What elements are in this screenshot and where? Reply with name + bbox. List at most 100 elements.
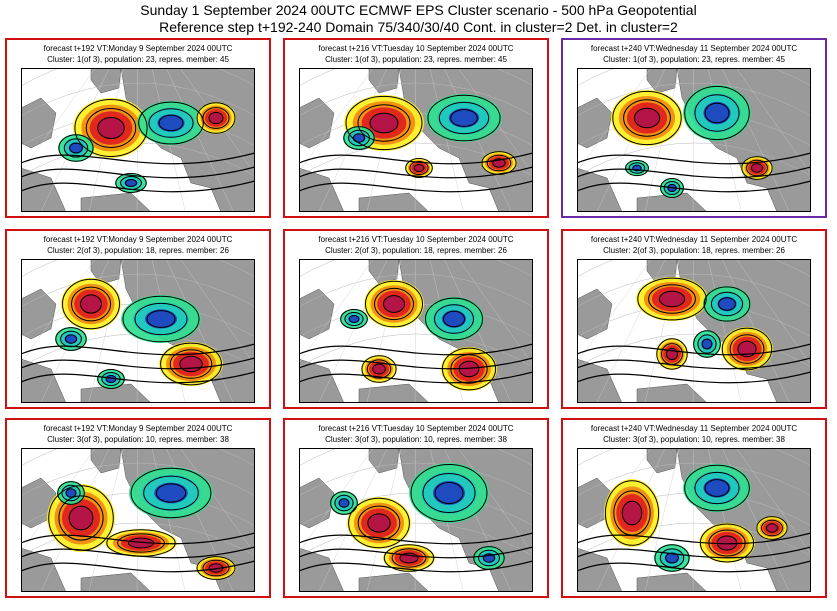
- geopotential-contour: [85, 108, 137, 148]
- panel-cluster-subtitle: Cluster: 2(of 3), population: 18, repres…: [325, 246, 507, 255]
- map-graphic: [21, 448, 255, 592]
- geopotential-contour: [179, 355, 203, 373]
- negative-anomaly: [124, 179, 138, 187]
- land-mass: [358, 572, 430, 592]
- panel-forecast-title: forecast t+192 VT:Monday 9 September 202…: [43, 424, 233, 433]
- geopotential-contour: [299, 152, 533, 165]
- negative-anomaly: [442, 310, 466, 328]
- geopotential-contour: [208, 111, 224, 125]
- geopotential-map: [21, 448, 255, 592]
- cluster-panel-r1c1[interactable]: forecast t+192 VT:Monday 9 September 202…: [5, 38, 271, 218]
- cluster-panel-r2c1[interactable]: forecast t+192 VT:Monday 9 September 202…: [5, 229, 271, 409]
- land-mass: [358, 192, 430, 212]
- geopotential-contour: [718, 297, 736, 311]
- geopotential-contour: [492, 158, 506, 168]
- panel-cluster-subtitle: Cluster: 3(of 3), population: 10, repres…: [47, 435, 229, 444]
- geopotential-contour: [756, 516, 788, 540]
- land-mass: [299, 358, 345, 403]
- map-graphic: [577, 259, 811, 403]
- positive-anomaly: [766, 523, 778, 533]
- geopotential-contour: [737, 340, 757, 358]
- land-mass: [80, 192, 152, 212]
- positive-anomaly: [209, 563, 223, 573]
- cluster-panel-r2c3[interactable]: forecast t+240 VT:Wednesday 11 September…: [561, 229, 827, 409]
- geopotential-contour: [658, 290, 686, 308]
- cluster-panel-r2c2[interactable]: forecast t+216 VT:Tuesday 10 September 2…: [283, 229, 549, 409]
- geopotential-contour: [694, 471, 740, 505]
- geopotential-contour: [637, 277, 707, 321]
- geopotential-contour: [299, 343, 533, 356]
- geopotential-contour: [71, 286, 111, 322]
- negative-anomaly: [65, 488, 77, 498]
- map-graphic: [577, 68, 811, 212]
- cluster-panel-r1c2[interactable]: forecast t+216 VT:Tuesday 10 September 2…: [283, 38, 549, 218]
- geopotential-contour: [697, 334, 717, 354]
- geopotential-contour: [169, 349, 213, 379]
- positive-anomaly: [414, 164, 424, 172]
- negative-anomaly: [348, 315, 360, 323]
- geopotential-contour: [383, 295, 405, 313]
- geopotential-contour: [684, 85, 750, 141]
- geopotential-contour: [577, 343, 811, 356]
- cluster-panel-r3c1[interactable]: forecast t+192 VT:Monday 9 September 202…: [5, 418, 271, 598]
- map-graphic: [299, 68, 533, 212]
- geopotential-contour: [61, 484, 81, 502]
- panel-forecast-title: forecast t+216 VT:Tuesday 10 September 2…: [318, 235, 514, 244]
- geopotential-contour: [694, 94, 740, 132]
- geopotential-contour: [21, 180, 255, 193]
- geopotential-contour: [425, 297, 483, 341]
- geopotential-contour: [202, 107, 230, 129]
- positive-anomaly: [209, 112, 223, 124]
- geopotential-contour: [654, 544, 690, 572]
- geopotential-contour: [196, 556, 236, 580]
- geopotential-contour: [443, 310, 465, 328]
- geopotential-contour: [124, 179, 138, 187]
- geopotential-contour: [746, 159, 768, 177]
- land-mass: [577, 547, 623, 592]
- geopotential-contour: [299, 357, 533, 370]
- geopotential-contour: [761, 519, 783, 537]
- geopotential-contour: [62, 278, 120, 330]
- positive-anomaly: [459, 361, 479, 377]
- geopotential-contour: [330, 491, 358, 515]
- geopotential-contour: [422, 473, 476, 513]
- geopotential-map: [577, 448, 811, 592]
- negative-anomaly: [145, 309, 177, 329]
- geopotential-contour: [704, 102, 730, 124]
- land-mass: [358, 383, 430, 403]
- geopotential-contour: [623, 99, 671, 137]
- geopotential-contour: [357, 505, 401, 541]
- positive-anomaly: [370, 113, 398, 133]
- geopotential-contour: [348, 497, 410, 549]
- geopotential-contour: [660, 178, 684, 198]
- land-mass: [636, 383, 708, 403]
- geopotential-contour: [482, 553, 496, 563]
- geopotential-contour: [155, 483, 187, 503]
- negative-anomaly: [68, 142, 84, 154]
- cluster-panel-r3c2[interactable]: forecast t+216 VT:Tuesday 10 September 2…: [283, 418, 549, 598]
- positive-anomaly: [368, 514, 390, 532]
- geopotential-contour: [577, 166, 811, 179]
- geopotential-contour: [117, 533, 165, 553]
- geopotential-contour: [64, 334, 78, 344]
- geopotential-contour: [427, 94, 501, 142]
- geopotential-contour: [299, 532, 533, 545]
- geopotential-contour: [202, 559, 230, 577]
- geopotential-contour: [158, 114, 184, 132]
- geopotential-contour: [721, 327, 773, 371]
- positive-anomaly: [383, 295, 405, 313]
- land-mass: [80, 572, 152, 592]
- positive-anomaly: [128, 538, 154, 548]
- geopotential-contour: [434, 304, 474, 334]
- geopotential-contour: [299, 166, 533, 179]
- geopotential-contour: [372, 363, 386, 375]
- map-graphic: [299, 448, 533, 592]
- geopotential-contour: [21, 560, 255, 573]
- cluster-panel-r1c3[interactable]: forecast t+240 VT:Wednesday 11 September…: [561, 38, 827, 218]
- cluster-panel-r3c3[interactable]: forecast t+240 VT:Wednesday 11 September…: [561, 418, 827, 598]
- geopotential-contour: [74, 99, 148, 157]
- geopotential-contour: [729, 334, 765, 364]
- geopotential-contour: [148, 108, 194, 138]
- geopotential-map: [299, 259, 533, 403]
- geopotential-contour: [633, 107, 661, 129]
